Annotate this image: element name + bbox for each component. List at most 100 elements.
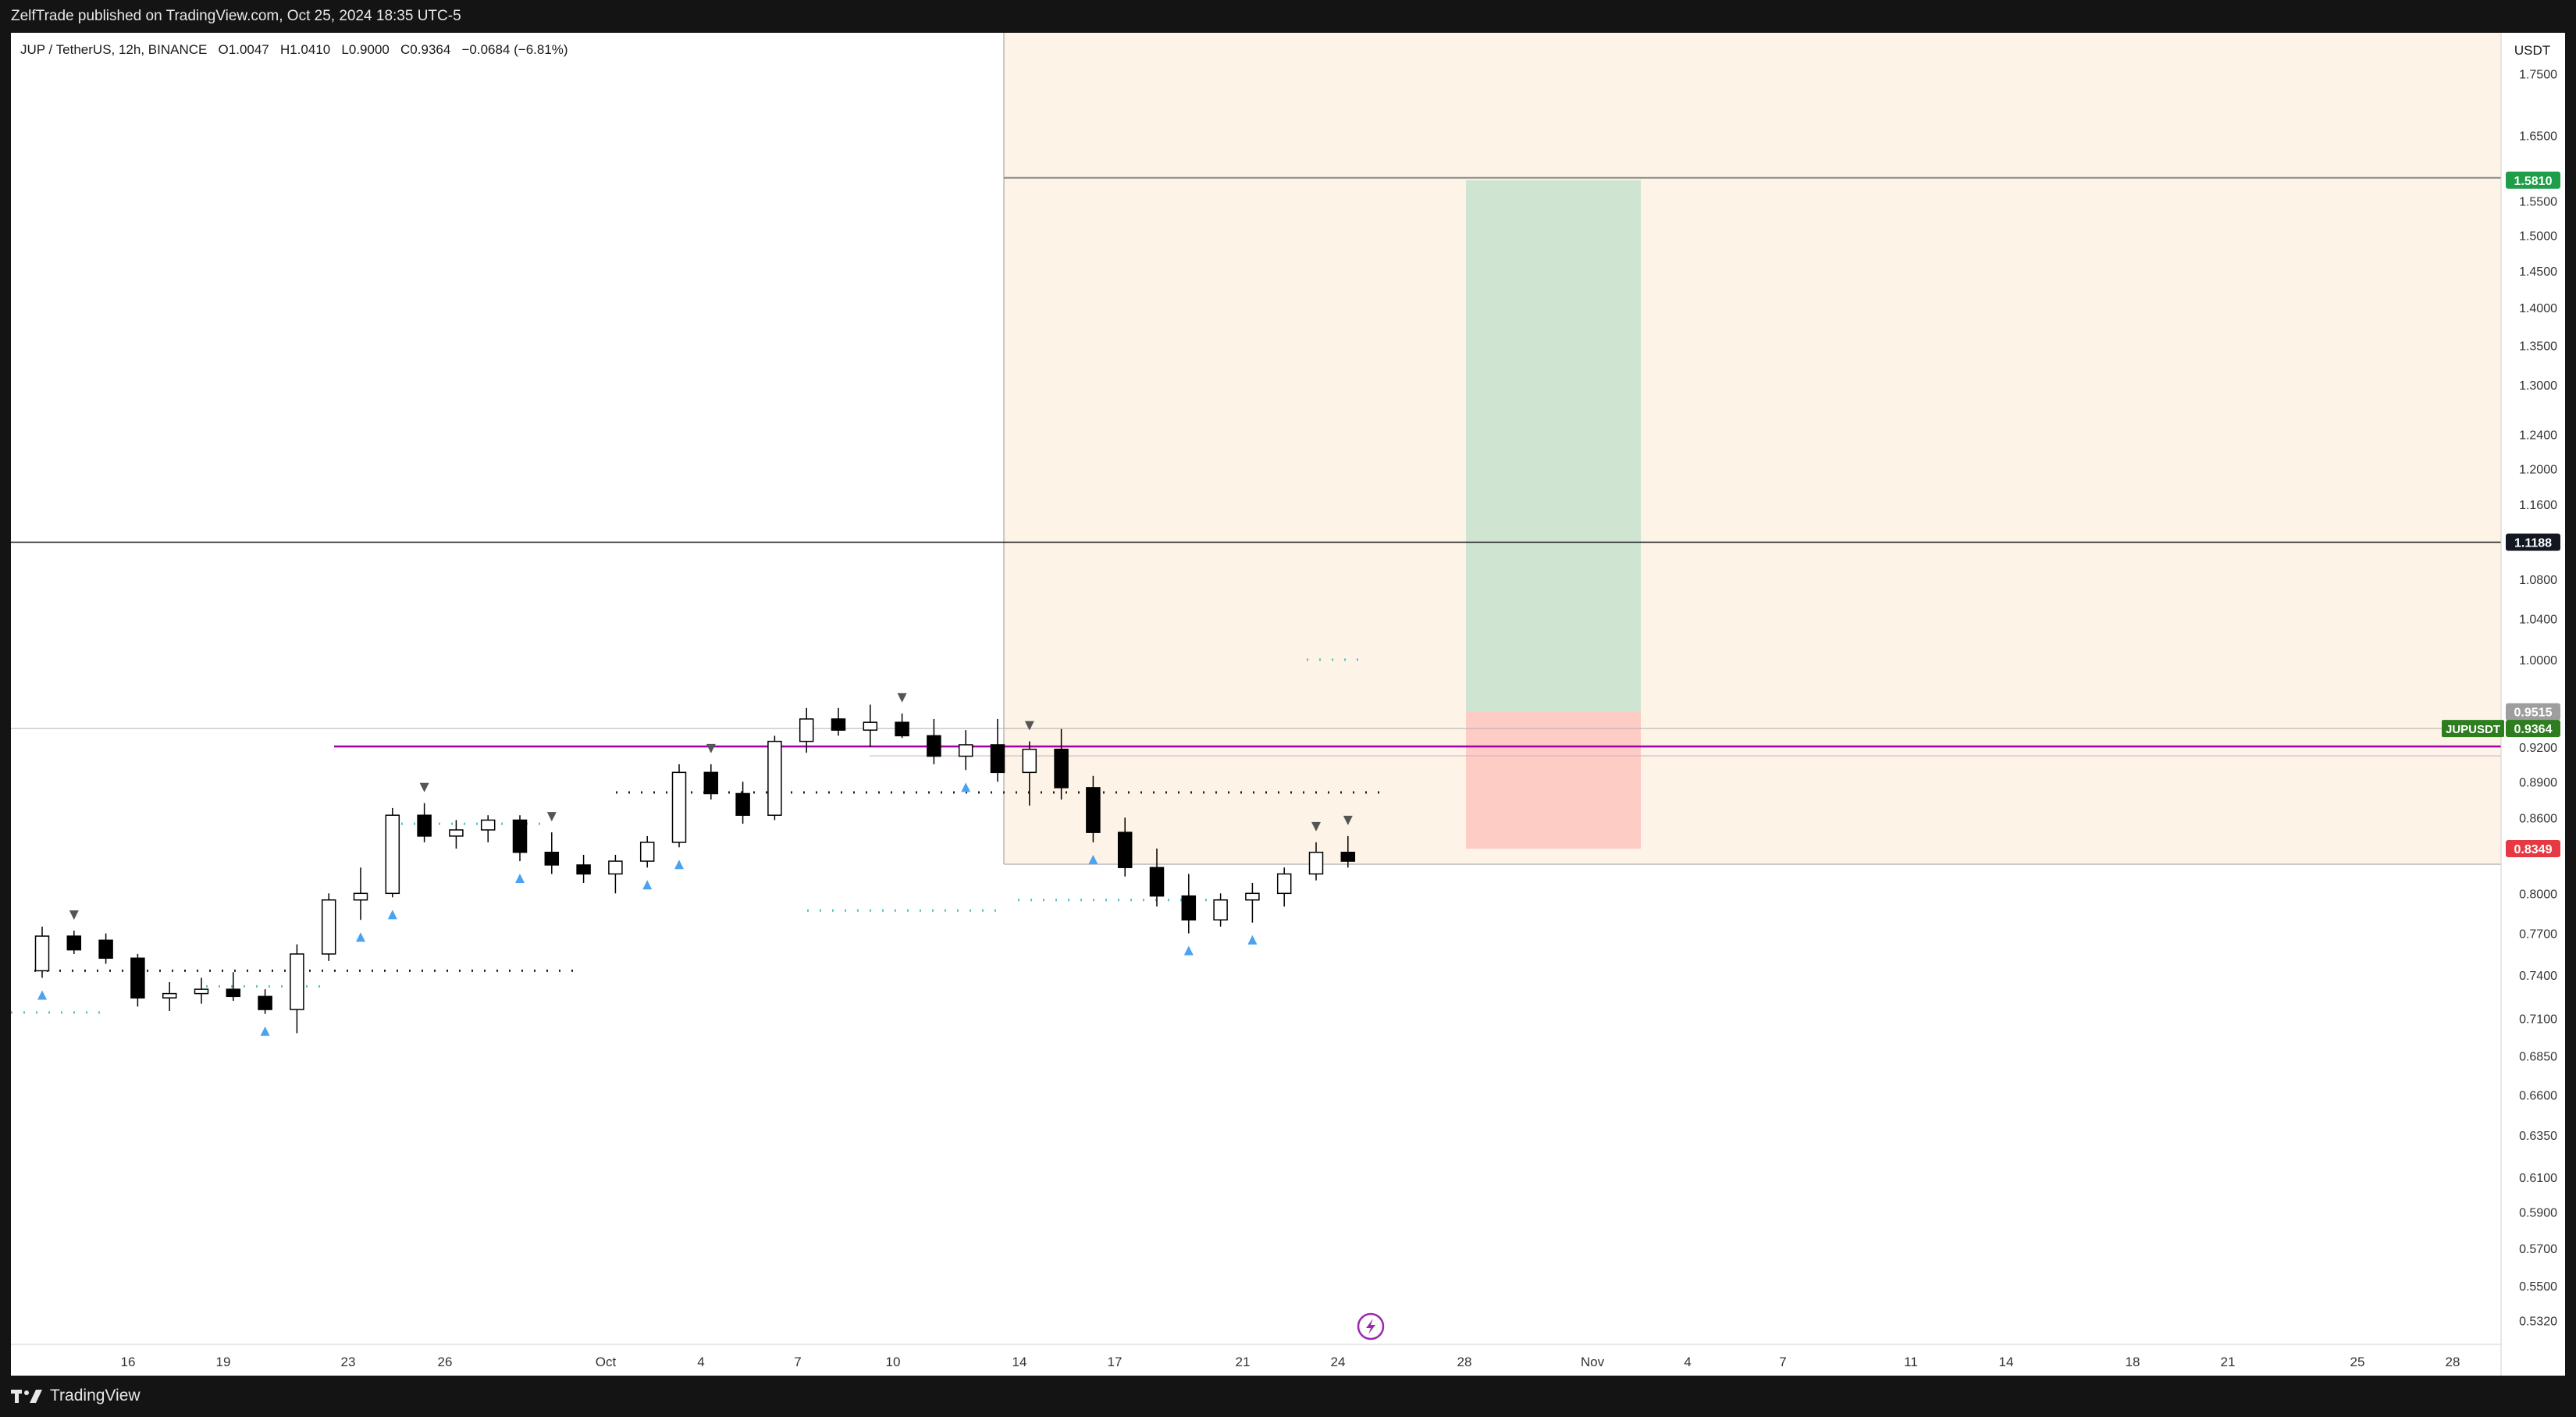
price-tick-label: 1.0000 [2519,654,2557,668]
candle-body [512,819,528,853]
candle[interactable] [863,704,878,747]
tradingview-logo[interactable]: TradingView [11,1387,141,1405]
candle[interactable] [1245,882,1260,923]
candle[interactable] [767,735,782,821]
buy-signal-triangle [674,860,684,870]
footer-bar: TradingView [0,1376,2576,1417]
candle[interactable] [512,815,528,862]
candle-body [990,744,1005,774]
candle[interactable] [258,989,272,1014]
time-tick-label: Nov [1581,1355,1605,1369]
chart-area[interactable]: USDT 1.7500 1.6500 1.5500 1.5000 1.4500 1.400… [11,33,2565,1376]
candle[interactable] [1022,741,1037,806]
price-tick-label: 0.7400 [2519,970,2557,983]
candle[interactable] [1276,867,1292,907]
price-tick-label: 0.6350 [2519,1130,2557,1143]
candle[interactable] [799,707,814,753]
price-tick-label: 1.5000 [2519,230,2557,243]
profit-zone[interactable] [1466,180,1641,712]
candle[interactable] [1054,728,1069,800]
horizontal-line-price-label-bg [2506,533,2560,551]
candle[interactable] [1117,817,1133,877]
candle[interactable] [703,764,719,800]
candlestick-chart[interactable]: USDT 1.7500 1.6500 1.5500 1.5000 1.4500 1.400… [11,33,2565,1376]
target-price-label: 1.5810 [2514,175,2553,188]
buy-signal-triangle [515,874,525,884]
time-tick-label: 7 [1779,1355,1786,1369]
candle-body [799,718,814,742]
candle[interactable] [480,815,496,842]
candle[interactable] [1149,848,1165,907]
candle[interactable] [353,867,368,920]
stop-price-label-bg [2506,840,2560,858]
candle[interactable] [162,981,177,1011]
candle-body [1245,892,1260,901]
symbol-line: JUP / TetherUS, 12h, BINANCE [20,42,208,57]
symbol-legend: JUP / TetherUS, 12h, BINANCE O1.0047 H1.… [20,42,568,58]
symbol-tag: JUPUSDT [2446,723,2500,736]
candle[interactable] [226,972,241,1001]
candle[interactable] [1181,874,1197,934]
candle[interactable] [927,718,941,764]
candle-body [162,992,177,999]
candle[interactable] [385,807,400,898]
candle-body [98,939,113,960]
time-tick-label: 7 [794,1355,801,1369]
loss-zone[interactable] [1466,711,1641,849]
sell-signal-triangle [546,812,557,822]
candle-body [1181,895,1197,921]
buy-signal-triangle [642,880,653,890]
candle[interactable] [34,926,50,978]
sell-signal-triangle [1343,815,1353,825]
candle[interactable] [895,713,909,739]
time-tick-label: 10 [886,1355,901,1369]
buy-signal-triangle [37,990,47,1000]
candle[interactable] [290,944,304,1034]
candle-body [449,829,464,837]
candle[interactable] [1308,842,1324,881]
price-tick-label: 0.6850 [2519,1050,2557,1063]
sell-signal-triangle [1311,821,1321,831]
candle[interactable] [194,977,209,1004]
candle[interactable] [449,820,464,849]
candle[interactable] [958,730,973,771]
time-tick-label: 17 [1108,1355,1123,1369]
candle[interactable] [735,781,750,824]
candle[interactable] [1340,835,1356,868]
candle[interactable] [990,718,1005,782]
candle[interactable] [1213,893,1228,927]
candle[interactable] [417,803,432,842]
candle-body [385,814,400,895]
candle-body [639,842,655,862]
candle[interactable] [1086,775,1101,842]
candle[interactable] [544,832,560,874]
candle-body [1054,749,1069,789]
candle[interactable] [321,893,336,961]
candle[interactable] [66,931,82,954]
time-tick-label: 25 [2350,1355,2365,1369]
time-tick-label: 18 [2126,1355,2140,1369]
ohlc-change: −0.0684 (−6.81%) [461,42,568,57]
candle-body [608,860,623,875]
candle[interactable] [130,953,145,1007]
target-price-label-bg [2506,171,2560,189]
candle-body [1213,899,1228,921]
candle-body [290,953,304,1010]
price-tick-label: 0.7100 [2519,1013,2557,1026]
candle[interactable] [608,854,623,894]
candle[interactable] [671,764,687,848]
lightning-icon[interactable] [1357,1312,1385,1340]
ohlc-open: O1.0047 [218,42,269,57]
candle[interactable] [98,933,113,964]
price-tick-label: 1.4000 [2519,302,2557,315]
candle-body [1086,787,1101,833]
candle[interactable] [639,835,655,868]
time-tick-label: 21 [1236,1355,1251,1369]
candle[interactable] [576,854,591,883]
price-tick-label: 1.3000 [2519,379,2557,393]
candle[interactable] [831,707,846,736]
sell-signal-triangle [706,743,716,753]
publish-header: ZelfTrade published on TradingView.com, … [0,0,2576,33]
time-tick-label: 4 [1684,1355,1691,1369]
symbol-tag-bg [2442,720,2504,738]
